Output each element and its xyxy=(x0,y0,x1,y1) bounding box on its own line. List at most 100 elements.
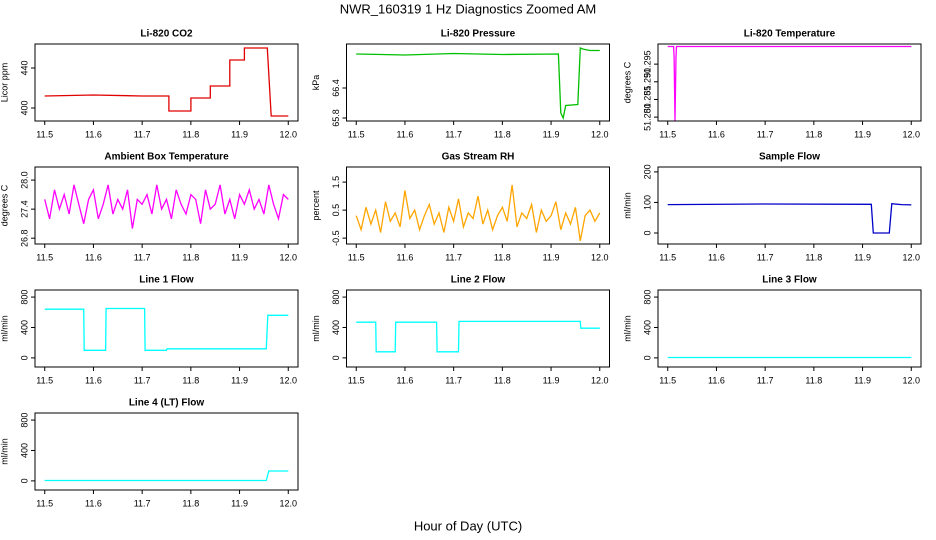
figure-title: NWR_160319 1 Hz Diagnostics Zoomed AM xyxy=(340,1,597,16)
x-tick-label: 11.8 xyxy=(494,252,511,262)
y-axis-label: Licor ppm xyxy=(0,63,9,103)
x-tick-label: 11.6 xyxy=(85,129,102,139)
y-tick-label: 0 xyxy=(19,478,29,483)
y-tick-label: 800 xyxy=(642,290,652,305)
y-tick-label: 27.4 xyxy=(19,200,29,218)
panel-title: Line 1 Flow xyxy=(139,275,194,286)
y-tick-label: 1.5 xyxy=(331,176,341,189)
y-tick-label: 26.8 xyxy=(19,229,29,247)
x-tick-label: 11.6 xyxy=(397,252,414,262)
x-tick-label: 12.0 xyxy=(279,252,297,262)
y-tick-label: 800 xyxy=(19,413,29,428)
x-tick-label: 11.8 xyxy=(182,252,199,262)
x-tick-label: 11.9 xyxy=(231,375,248,385)
x-axis-label: Hour of Day (UTC) xyxy=(414,518,522,533)
y-tick-label: 400 xyxy=(19,100,29,115)
plot-frame xyxy=(657,166,922,245)
x-tick-label: 12.0 xyxy=(591,252,609,262)
x-tick-label: 11.8 xyxy=(182,375,199,385)
x-tick-label: 11.6 xyxy=(708,129,725,139)
y-tick-label: 0.5 xyxy=(331,204,341,217)
y-axis-label: degrees C xyxy=(622,61,632,103)
y-tick-label: 0 xyxy=(19,355,29,360)
y-tick-label: 51.285 xyxy=(642,86,652,114)
x-tick-label: 12.0 xyxy=(902,129,920,139)
x-tick-label: 11.5 xyxy=(659,129,676,139)
x-tick-label: 12.0 xyxy=(591,129,609,139)
y-tick-label: 440 xyxy=(19,60,29,75)
y-tick-label: 0 xyxy=(331,355,341,360)
plot-frame xyxy=(657,289,922,368)
plot-frame xyxy=(346,166,610,245)
plot-frame xyxy=(34,166,299,245)
x-tick-label: 11.5 xyxy=(659,252,676,262)
x-tick-label: 12.0 xyxy=(591,375,609,385)
plot-frame xyxy=(346,43,610,122)
x-tick-label: 11.9 xyxy=(231,129,248,139)
x-tick-label: 12.0 xyxy=(902,375,920,385)
data-line xyxy=(44,184,289,229)
x-tick-label: 11.6 xyxy=(397,129,414,139)
x-tick-label: 11.6 xyxy=(85,252,102,262)
panel-title: Line 2 Flow xyxy=(451,275,506,286)
x-tick-label: 11.6 xyxy=(708,375,725,385)
y-tick-label: 51.280 xyxy=(642,103,652,131)
plot-frame xyxy=(34,412,299,491)
panel-title: Li-820 CO2 xyxy=(140,29,193,40)
x-tick-label: 11.8 xyxy=(182,498,199,508)
x-tick-label: 11.5 xyxy=(348,129,365,139)
x-tick-label: 11.5 xyxy=(348,375,365,385)
x-tick-label: 11.8 xyxy=(805,252,822,262)
x-tick-label: 11.9 xyxy=(543,375,560,385)
plot-frame xyxy=(657,43,922,122)
plot-frame xyxy=(346,289,610,368)
data-line xyxy=(44,47,289,117)
y-tick-label: 51.295 xyxy=(642,50,652,78)
x-tick-label: 11.9 xyxy=(231,498,248,508)
x-tick-label: 11.7 xyxy=(134,375,151,385)
x-tick-label: 11.9 xyxy=(543,129,560,139)
x-tick-label: 11.7 xyxy=(757,375,774,385)
x-tick-label: 11.6 xyxy=(397,375,414,385)
y-tick-label: 400 xyxy=(19,320,29,335)
x-tick-label: 11.7 xyxy=(445,129,462,139)
x-tick-label: 11.7 xyxy=(134,252,151,262)
panel-title: Li-820 Pressure xyxy=(441,29,516,40)
y-tick-label: 800 xyxy=(19,290,29,305)
y-tick-label: 100 xyxy=(642,195,652,210)
plot-frame xyxy=(34,43,299,122)
x-tick-label: 11.7 xyxy=(757,252,774,262)
panel-title: Gas Stream RH xyxy=(442,152,515,163)
x-tick-label: 11.9 xyxy=(854,375,871,385)
x-tick-label: 11.5 xyxy=(659,375,676,385)
y-tick-label: 400 xyxy=(19,443,29,458)
x-tick-label: 12.0 xyxy=(279,375,297,385)
x-tick-label: 11.5 xyxy=(36,375,53,385)
x-tick-label: 11.8 xyxy=(494,375,511,385)
y-axis-label: ml/min xyxy=(0,438,9,465)
data-line xyxy=(355,184,601,242)
y-tick-label: 28.0 xyxy=(19,171,29,189)
panel-title: Line 3 Flow xyxy=(762,275,817,286)
data-line xyxy=(356,47,600,121)
y-tick-label: 65.8 xyxy=(331,109,341,127)
data-line xyxy=(44,307,289,351)
y-axis-label: kPa xyxy=(311,75,321,91)
data-line xyxy=(356,320,600,353)
x-tick-label: 11.7 xyxy=(757,129,774,139)
data-line xyxy=(667,202,912,234)
x-tick-label: 11.8 xyxy=(805,129,822,139)
panel-title: Li-820 Temperature xyxy=(744,29,836,40)
x-tick-label: 11.7 xyxy=(134,498,151,508)
panel-title: Ambient Box Temperature xyxy=(104,152,229,163)
y-tick-label: 0 xyxy=(642,355,652,360)
x-tick-label: 11.9 xyxy=(854,129,871,139)
y-axis-label: ml/min xyxy=(311,315,321,342)
y-tick-label: 66.4 xyxy=(331,79,341,97)
x-tick-label: 11.8 xyxy=(494,129,511,139)
y-axis-label: percent xyxy=(311,190,321,221)
x-tick-label: 12.0 xyxy=(279,498,297,508)
x-tick-label: 11.5 xyxy=(36,498,53,508)
